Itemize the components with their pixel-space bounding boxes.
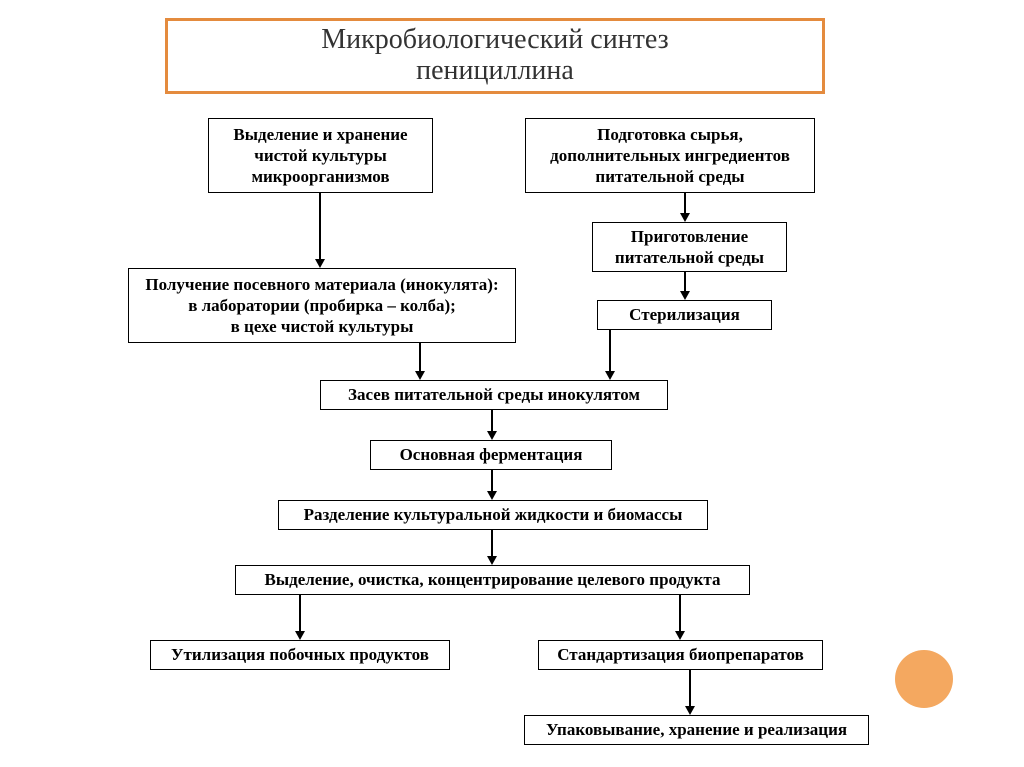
decoration-circle bbox=[895, 650, 953, 708]
edge-line bbox=[609, 330, 611, 372]
arrow-head-icon bbox=[487, 491, 497, 500]
edge-line bbox=[684, 272, 686, 292]
arrow-head-icon bbox=[685, 706, 695, 715]
node-fermentation: Основная ферментация bbox=[370, 440, 612, 470]
node-packaging: Упаковывание, хранение и реализация bbox=[524, 715, 869, 745]
arrow-head-icon bbox=[415, 371, 425, 380]
edge-line bbox=[491, 530, 493, 557]
arrow-head-icon bbox=[487, 556, 497, 565]
node-culture-storage: Выделение и хранениечистой культурымикро… bbox=[208, 118, 433, 193]
node-sterilization: Стерилизация bbox=[597, 300, 772, 330]
arrow-head-icon bbox=[675, 631, 685, 640]
diagram-title: Микробиологический синтезпенициллина bbox=[165, 18, 825, 94]
node-medium-prep: Приготовлениепитательной среды bbox=[592, 222, 787, 272]
edge-line bbox=[689, 670, 691, 707]
node-separation: Разделение культуральной жидкости и биом… bbox=[278, 500, 708, 530]
arrow-head-icon bbox=[487, 431, 497, 440]
edge-line bbox=[319, 193, 321, 260]
edge-line bbox=[299, 595, 301, 632]
arrow-head-icon bbox=[315, 259, 325, 268]
edge-line bbox=[684, 193, 686, 214]
arrow-head-icon bbox=[295, 631, 305, 640]
node-standardization: Стандартизация биопрепаратов bbox=[538, 640, 823, 670]
arrow-head-icon bbox=[680, 291, 690, 300]
node-utilization: Утилизация побочных продуктов bbox=[150, 640, 450, 670]
node-seeding: Засев питательной среды инокулятом bbox=[320, 380, 668, 410]
arrow-head-icon bbox=[605, 371, 615, 380]
edge-line bbox=[679, 595, 681, 632]
node-raw-prep: Подготовка сырья,дополнительных ингредие… bbox=[525, 118, 815, 193]
node-purification: Выделение, очистка, концентрирование цел… bbox=[235, 565, 750, 595]
edge-line bbox=[491, 470, 493, 492]
node-inoculum: Получение посевного материала (инокулята… bbox=[128, 268, 516, 343]
arrow-head-icon bbox=[680, 213, 690, 222]
edge-line bbox=[419, 343, 421, 372]
edge-line bbox=[491, 410, 493, 432]
